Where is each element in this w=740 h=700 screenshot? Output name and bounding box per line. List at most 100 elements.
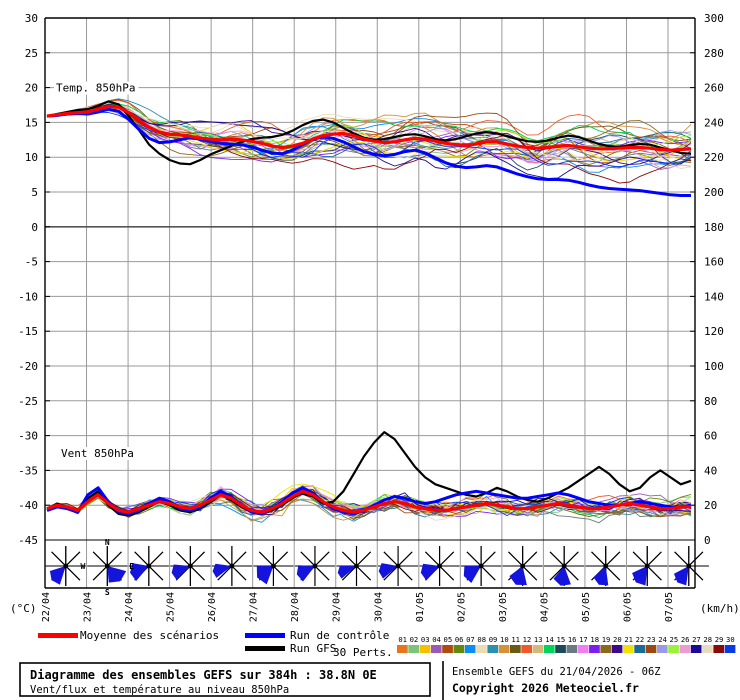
y-axis-left-tick: 30 (25, 12, 38, 25)
x-axis-date-tick: 24/04 (124, 592, 135, 622)
legend-pert-swatch (498, 645, 510, 653)
wind-rose-wedge (107, 566, 127, 583)
info-box-left (19, 662, 431, 697)
x-axis-date-tick: 25/04 (166, 592, 177, 622)
unit-right-label: (km/h) (700, 602, 740, 615)
legend-pert-swatch (487, 645, 499, 653)
wind-rose-wedge (130, 563, 149, 581)
legend-pert-number: 21 (624, 635, 633, 644)
wind-rose (253, 546, 294, 586)
legend-pert-swatch (408, 645, 419, 653)
legend-pert-number: 15 (557, 635, 566, 644)
temp-member-line (46, 105, 692, 160)
temp-mean-line (46, 104, 692, 152)
wind-rose-wedge (171, 564, 191, 580)
legend-pert-number: 23 (647, 635, 656, 644)
x-axis-date-tick: 04/05 (539, 592, 550, 622)
x-axis-date-tick: 03/05 (498, 592, 509, 622)
wind-panel-title: Vent 850hPa (61, 447, 134, 460)
temp-member-line (46, 104, 692, 151)
wind-rose (378, 546, 419, 586)
y-axis-left-tick: -40 (18, 499, 38, 512)
x-axis-date-tick: 27/04 (249, 592, 260, 622)
legend-pert-number: 20 (613, 635, 622, 644)
y-axis-left-tick: 20 (25, 82, 38, 95)
legend-pert-swatch (521, 645, 532, 653)
legend-pert-swatch (724, 645, 736, 653)
legend-pert-number: 24 (658, 635, 667, 644)
wind-rose (544, 546, 585, 586)
y-axis-right-tick: 40 (704, 464, 717, 477)
y-axis-left-tick: 5 (31, 186, 38, 199)
y-axis-right-tick: 280 (704, 47, 724, 60)
temp-member-line (46, 105, 692, 169)
wind-rose (585, 546, 626, 586)
y-axis-right-tick: 240 (704, 116, 724, 129)
wind-rose-wedge (632, 566, 648, 586)
temp-title-bg (54, 81, 139, 95)
temp-member-line (46, 110, 692, 162)
wind-rose (170, 546, 211, 586)
temp-control-run-line (46, 107, 691, 197)
wind-rose-wedge (296, 565, 315, 582)
y-axis-right-tick: 100 (704, 360, 724, 373)
legend-pert-number: 26 (681, 635, 690, 644)
legend-pert-number: 09 (489, 635, 498, 644)
legend-pert-swatch (645, 645, 657, 653)
wind-rose (45, 546, 86, 586)
legend-mean-label: Moyenne des scénarios (80, 629, 219, 642)
legend-pert-number: 30 (726, 635, 735, 644)
legend-pert-swatch (611, 645, 623, 653)
y-axis-right-tick: 260 (704, 82, 724, 95)
y-axis-left-tick: -45 (18, 534, 38, 547)
y-axis-right-tick: 200 (704, 186, 724, 199)
temp-member-line (46, 99, 692, 159)
wind-rose-wedge (256, 566, 274, 585)
wind-rose-wedge (674, 566, 689, 586)
legend-perts-label: 30 Perts. (333, 646, 393, 659)
y-axis-left-tick: -30 (18, 430, 38, 443)
legend-pert-swatch (453, 645, 465, 653)
x-axis-date-tick: 26/04 (207, 592, 218, 622)
legend-pert-number: 27 (692, 635, 701, 644)
wind-direction-roses (45, 546, 709, 586)
legend-pert-swatch (476, 645, 487, 653)
legend-pert-swatch (510, 645, 521, 653)
info-title: Diagramme des ensembles GEFS sur 384h : … (30, 668, 377, 682)
wind-rose (128, 546, 169, 586)
y-axis-left-tick: 25 (25, 47, 38, 60)
wind-rose (502, 546, 543, 586)
compass-west-label: W (80, 562, 85, 571)
temp-panel-title: Temp. 850hPa (56, 82, 135, 95)
legend-pert-swatch (600, 645, 612, 653)
x-axis-date-tick: 29/04 (332, 592, 343, 622)
y-axis-left-tick: -20 (18, 360, 38, 373)
y-axis-left-tick: -35 (18, 464, 38, 477)
legend-pert-swatch (430, 645, 442, 653)
legend-pert-swatch (668, 645, 679, 653)
legend-control-swatch (245, 633, 285, 638)
legend-pert-number: 08 (477, 635, 486, 644)
wind-title-bg (59, 447, 137, 460)
legend-pert-swatch (577, 645, 589, 653)
y-axis-left-tick: -25 (18, 395, 38, 408)
legend-pert-swatch (690, 645, 702, 653)
x-axis-date-tick: 06/05 (622, 592, 633, 622)
legend-pert-number: 29 (715, 635, 724, 644)
legend-pert-swatch (566, 645, 578, 653)
wind-rose-wedge (337, 566, 357, 579)
legend-pert-number: 03 (421, 635, 430, 644)
wind-rose-wedge (509, 566, 527, 586)
compass-south-label: S (105, 588, 110, 597)
wind-rose-wedge (593, 566, 609, 586)
temp-member-line (46, 99, 692, 143)
y-axis-right-tick: 120 (704, 325, 724, 338)
temp-member-line (46, 105, 692, 170)
legend-gfs-swatch (245, 646, 285, 651)
y-axis-right-tick: 20 (704, 499, 717, 512)
legend-pert-number: 10 (500, 635, 509, 644)
y-axis-right-tick: 140 (704, 290, 724, 303)
legend-pert-swatch (656, 645, 668, 653)
legend-pert-swatch (702, 645, 713, 653)
